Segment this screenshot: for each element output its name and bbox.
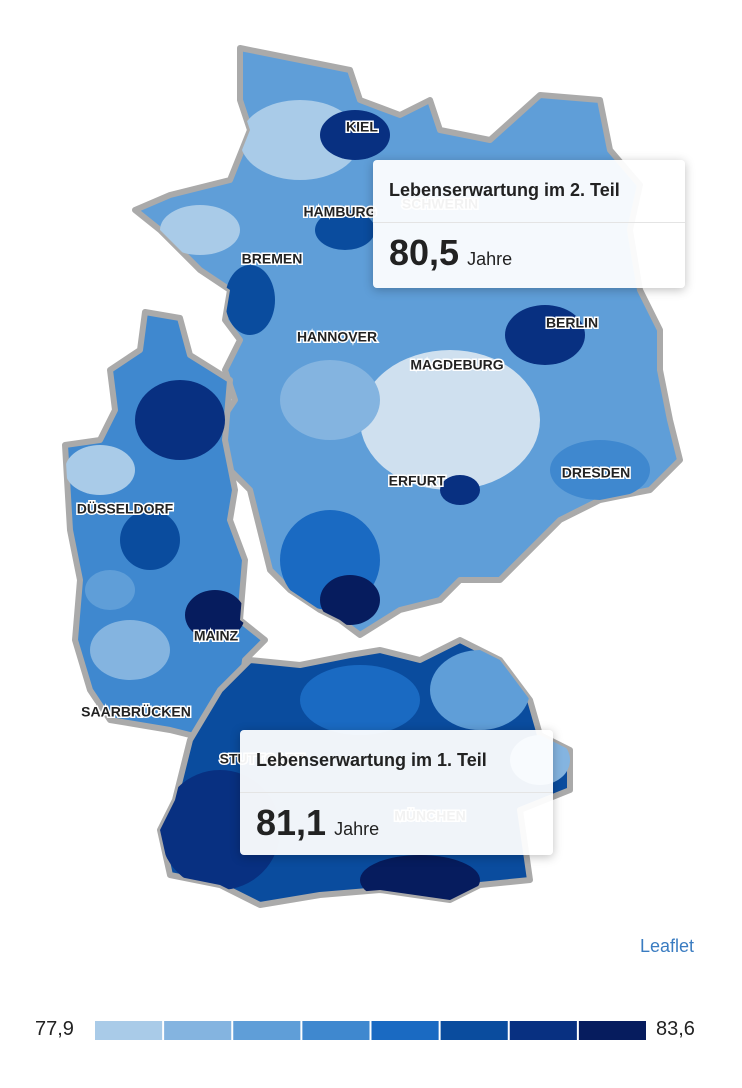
city-label: ERFURT (389, 473, 446, 489)
city-label: DÜSSELDORF (77, 501, 174, 517)
tooltip-unit: Jahre (467, 249, 513, 269)
tooltip-title: Lebenserwartung im 2. Teil (389, 180, 620, 200)
city-label: DRESDEN (562, 465, 630, 481)
city-label: HANNOVER (297, 329, 377, 345)
legend-max: 83,6 (656, 1018, 695, 1040)
tooltip: Lebenserwartung im 2. Teil 80,5 Jahre (373, 160, 685, 288)
city-label: MAINZ (194, 628, 239, 644)
legend-swatch (302, 1021, 370, 1040)
legend-swatch (95, 1021, 163, 1040)
tooltip-title: Lebenserwartung im 1. Teil (256, 750, 487, 770)
city-label: MAGDEBURG (410, 357, 503, 373)
city-label: BERLIN (546, 315, 598, 331)
city-label: KIEL (346, 119, 378, 135)
tooltip-value: 81,1 (256, 802, 327, 843)
legend-swatch (164, 1021, 232, 1040)
legend-swatch (440, 1021, 508, 1040)
attribution-link[interactable]: Leaflet (640, 936, 695, 956)
city-label: BREMEN (242, 251, 303, 267)
tooltip-value-row: 81,1 Jahre (256, 802, 379, 844)
divider (373, 222, 685, 223)
tooltip-unit: Jahre (334, 819, 380, 839)
legend-swatch (509, 1021, 577, 1040)
legend-bar (95, 1021, 646, 1040)
legend-swatch (578, 1021, 646, 1040)
legend-swatch (233, 1021, 301, 1040)
tooltip-value: 80,5 (389, 232, 460, 273)
city-label: HAMBURG (303, 204, 376, 220)
tooltip-value-row: 80,5 Jahre (389, 232, 512, 274)
tooltip: Lebenserwartung im 1. Teil 81,1 Jahre (240, 730, 553, 855)
region-west (62, 309, 268, 743)
legend-swatch (371, 1021, 439, 1040)
city-label: SAARBRÜCKEN (81, 704, 191, 720)
legend-min: 77,9 (35, 1018, 74, 1040)
divider (240, 792, 553, 793)
